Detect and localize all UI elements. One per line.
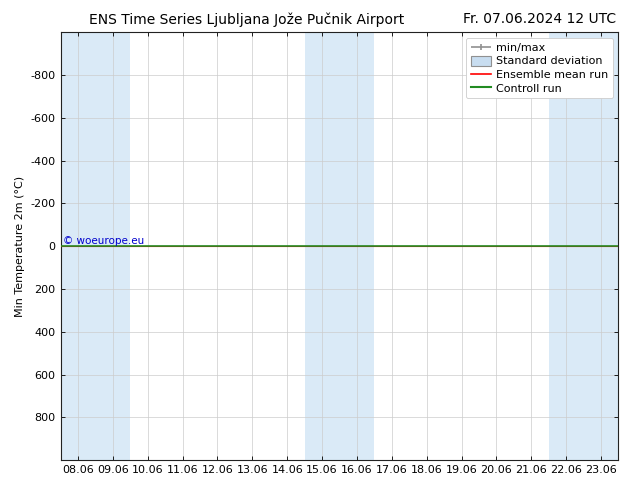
Bar: [60, 32, 95, 460]
Bar: [584, 32, 619, 460]
Text: Fr. 07.06.2024 12 UTC: Fr. 07.06.2024 12 UTC: [463, 12, 616, 26]
Text: © woeurope.eu: © woeurope.eu: [63, 236, 145, 246]
Bar: [95, 32, 130, 460]
Legend: min/max, Standard deviation, Ensemble mean run, Controll run: min/max, Standard deviation, Ensemble me…: [466, 38, 613, 98]
Y-axis label: Min Temperature 2m (°C): Min Temperature 2m (°C): [15, 175, 25, 317]
Bar: [549, 32, 584, 460]
Bar: [340, 32, 375, 460]
Text: ENS Time Series Ljubljana Jože Pučnik Airport: ENS Time Series Ljubljana Jože Pučnik Ai…: [89, 12, 404, 27]
Bar: [305, 32, 340, 460]
